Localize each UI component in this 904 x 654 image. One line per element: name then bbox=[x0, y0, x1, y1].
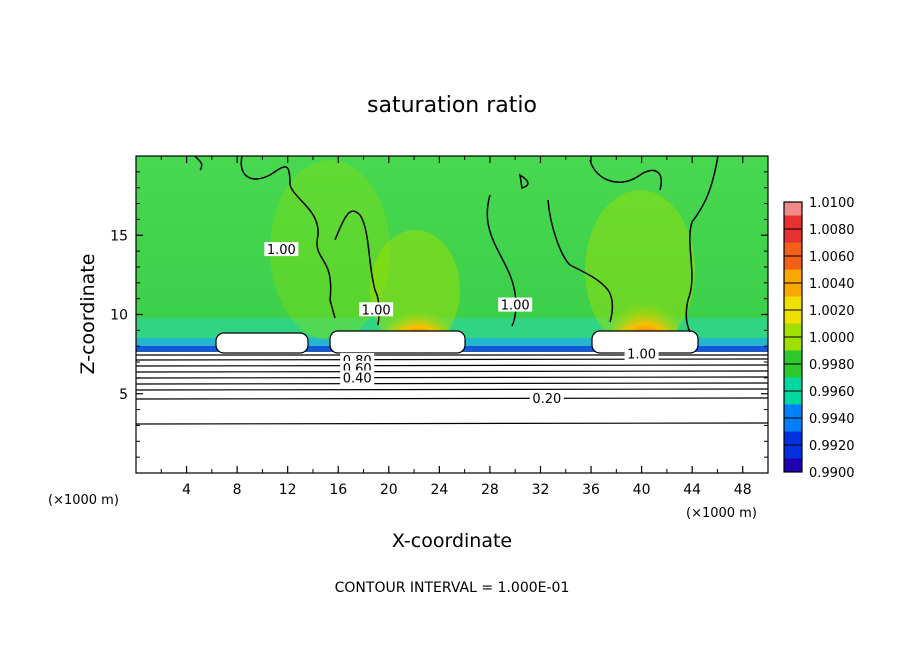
contour-label-bg bbox=[264, 242, 299, 257]
contour-label-bg bbox=[340, 370, 375, 385]
x-tick-label: 8 bbox=[233, 482, 242, 498]
x-tick-label: 32 bbox=[532, 482, 550, 498]
y-tick-label: 5 bbox=[119, 387, 128, 403]
colorbar-swatch bbox=[784, 242, 802, 257]
colorbar-label: 0.9900 bbox=[809, 466, 855, 481]
cloud-blob bbox=[329, 330, 466, 354]
contour-labels: 1.001.001.001.000.800.600.400.20 bbox=[264, 242, 659, 407]
colorbar-swatch bbox=[784, 229, 802, 243]
contour-line bbox=[194, 156, 529, 189]
contour-label: 1.00 bbox=[627, 348, 656, 363]
contour-label-bg bbox=[359, 302, 394, 317]
colorbar-swatch bbox=[784, 215, 802, 230]
colorbar-swatch bbox=[784, 418, 802, 432]
colorbar-label: 0.9940 bbox=[809, 412, 855, 427]
contour-label-bg bbox=[498, 297, 533, 312]
colorbar-swatch bbox=[784, 283, 802, 297]
x-tick-label: 28 bbox=[481, 482, 499, 498]
x-tick-label: 40 bbox=[633, 482, 651, 498]
contour-line bbox=[685, 156, 719, 333]
colorbar-swatch bbox=[784, 391, 802, 405]
colorbar-swatch bbox=[784, 445, 802, 459]
contour-line bbox=[547, 199, 614, 323]
y-axis-title: Z-coordinate bbox=[77, 254, 99, 375]
contour-stack bbox=[136, 354, 768, 425]
x-unit-label-left: (×1000 m) bbox=[48, 493, 119, 508]
x-tick-label: 16 bbox=[329, 482, 347, 498]
colorbar-swatch bbox=[784, 377, 802, 392]
colorbar-swatch bbox=[784, 364, 802, 378]
contour-line bbox=[589, 159, 662, 191]
x-tick-label: 36 bbox=[582, 482, 600, 498]
x-axis: 4 8 12 16 20 24 28 32 36 40 44 48 bbox=[160, 156, 752, 498]
contour-label: 1.00 bbox=[362, 303, 391, 318]
contour-label: 1.00 bbox=[501, 299, 530, 314]
colorbar-label: 0.9980 bbox=[809, 358, 855, 373]
field-plume bbox=[270, 160, 390, 340]
colorbar-label: 1.0080 bbox=[809, 223, 855, 238]
colorbar-swatch bbox=[784, 458, 802, 473]
chart-title: saturation ratio bbox=[367, 93, 537, 118]
colorbar-label: 0.9920 bbox=[809, 439, 855, 454]
contour-line bbox=[240, 156, 336, 319]
contour-label-bg bbox=[624, 346, 659, 361]
colorbar-swatch bbox=[784, 310, 802, 324]
x-tick-label: 44 bbox=[683, 482, 701, 498]
contour-label: 0.20 bbox=[532, 392, 561, 407]
colorbar-swatch bbox=[784, 296, 802, 311]
colorbar-swatch bbox=[784, 350, 802, 365]
contour-label: 1.00 bbox=[267, 243, 296, 258]
cloud-blob bbox=[215, 332, 309, 354]
colorbar-swatch bbox=[784, 337, 802, 351]
x-tick-label: 4 bbox=[182, 482, 191, 498]
colorbar-swatch bbox=[784, 323, 802, 338]
x-unit-label-right: (×1000 m) bbox=[686, 506, 757, 521]
colorbar-label: 1.0060 bbox=[809, 250, 855, 265]
colorbar-swatch bbox=[784, 202, 802, 216]
plot-area bbox=[136, 156, 768, 473]
colorbar-label: 1.0020 bbox=[809, 304, 855, 319]
field-lower-region bbox=[136, 352, 768, 473]
x-tick-label: 20 bbox=[380, 482, 398, 498]
x-tick-label: 24 bbox=[430, 482, 448, 498]
contour-label: 0.40 bbox=[343, 371, 372, 386]
contour-line bbox=[486, 194, 517, 327]
colorbar: 1.0100 1.0080 1.0060 1.0040 1.0020 1.0000 0.99… bbox=[783, 196, 855, 481]
x-tick-label: 48 bbox=[734, 482, 752, 498]
colorbar-label: 1.0040 bbox=[809, 277, 855, 292]
contour-interval: CONTOUR INTERVAL = 1.000E-01 bbox=[335, 580, 570, 596]
colorbar-label: 0.9960 bbox=[809, 385, 855, 400]
x-tick-label: 12 bbox=[279, 482, 297, 498]
colorbar-swatch bbox=[784, 404, 802, 419]
y-tick-label: 10 bbox=[110, 308, 128, 324]
colorbar-swatch bbox=[784, 269, 802, 284]
y-tick-label: 15 bbox=[110, 228, 128, 244]
x-axis-title: X-coordinate bbox=[392, 530, 512, 552]
y-axis: 5 10 15 bbox=[110, 171, 768, 458]
colorbar-swatch bbox=[784, 431, 802, 446]
colorbar-label: 1.0000 bbox=[809, 331, 855, 346]
contour-label-bg bbox=[529, 391, 564, 406]
colorbar-swatch bbox=[784, 256, 802, 270]
colorbar-label: 1.0100 bbox=[809, 196, 855, 211]
